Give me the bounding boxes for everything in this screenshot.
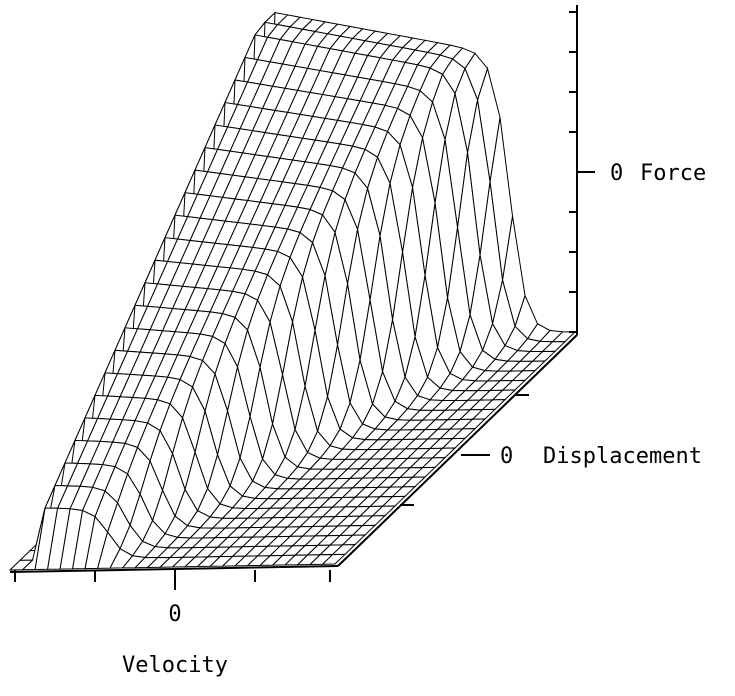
displacement-tick: 0: [500, 444, 513, 469]
mesh-cell: [8, 559, 34, 571]
velocity-label: Velocity: [122, 653, 228, 678]
force-label: Force: [640, 161, 706, 186]
axes: [9, 5, 595, 590]
displacement-label: Displacement: [543, 444, 702, 469]
force-tick: 0: [610, 161, 623, 186]
displacement-axis: [337, 334, 578, 567]
velocity-tick: 0: [168, 602, 181, 627]
surface-mesh: [8, 11, 577, 571]
